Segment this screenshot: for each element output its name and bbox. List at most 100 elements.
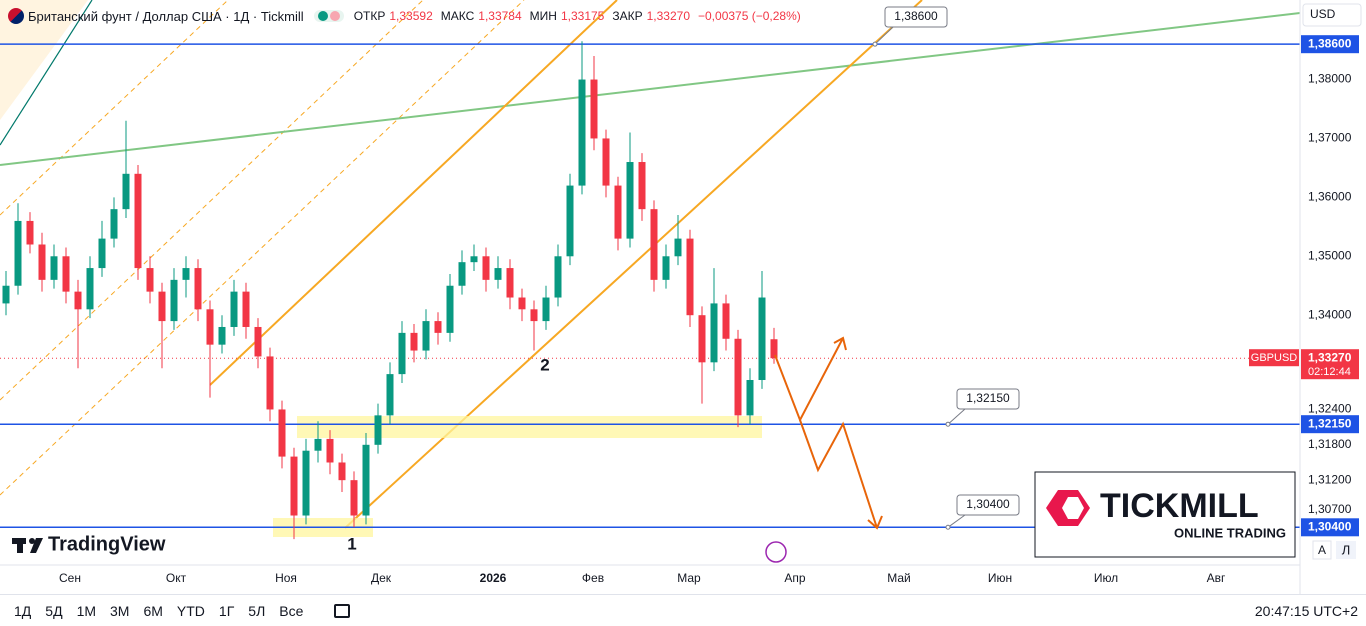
range-button[interactable]: 6М: [143, 603, 163, 619]
candle-body: [206, 309, 214, 345]
level-axis-tag: [1301, 35, 1359, 54]
y-tick-label: 1,31200: [1308, 472, 1352, 486]
range-button[interactable]: 3М: [110, 603, 130, 619]
arrow-head: [867, 515, 883, 530]
anchor-point: [945, 524, 951, 530]
ohlc-value: 1,33784: [478, 9, 522, 23]
candle-body: [350, 480, 358, 516]
candle-body: [86, 268, 94, 310]
candle-body: [758, 297, 766, 381]
currency-label[interactable]: USD: [1310, 7, 1336, 21]
anchor-point: [872, 41, 878, 47]
y-tick-label: 1,32400: [1308, 402, 1352, 416]
symbol-tag-label: GBPUSD: [1251, 352, 1298, 364]
trend-line: [0, 12, 1301, 166]
channel-line: [209, 0, 618, 386]
tradingview-mark: [17, 538, 23, 553]
range-button[interactable]: 5Д: [45, 603, 63, 619]
callout-label: 1,38600: [894, 9, 938, 23]
callout-box: [956, 494, 1020, 516]
candle-body: [254, 326, 262, 357]
candle-body: [638, 162, 646, 210]
tradingview-mark: [29, 538, 35, 544]
candle-body: [722, 303, 730, 339]
candle-body: [410, 332, 418, 351]
ohlc-value: 1,33592: [389, 9, 433, 23]
channel-line: [0, 0, 424, 401]
candles: [2, 41, 778, 540]
event-icon[interactable]: [765, 541, 787, 563]
candle-body: [746, 380, 754, 416]
x-tick-label: Дек: [371, 571, 392, 585]
axis-button[interactable]: [1312, 540, 1332, 560]
candle-body: [482, 256, 490, 280]
range-button[interactable]: Все: [279, 603, 304, 619]
candle-body: [302, 450, 310, 516]
axis-button-label[interactable]: Л: [1342, 542, 1351, 557]
candle-body: [158, 291, 166, 322]
candle-body: [554, 256, 562, 298]
clock[interactable]: 20:47:15 UTC+2: [1254, 603, 1358, 619]
candle-body: [698, 315, 706, 363]
axis-button-label[interactable]: A: [1318, 543, 1326, 557]
level-axis-label: 1,38600: [1308, 36, 1352, 50]
candle-body: [446, 285, 454, 333]
level-axis-tag: [1301, 518, 1359, 537]
price-tag: [1301, 349, 1359, 380]
countdown: 02:12:44: [1308, 366, 1351, 378]
candle-body: [518, 297, 526, 310]
candle-body: [770, 339, 778, 359]
candle-body: [38, 244, 46, 280]
candle-body: [110, 209, 118, 239]
candle-body: [218, 326, 226, 345]
range-button[interactable]: 5Л: [248, 603, 266, 619]
candle-body: [14, 220, 22, 286]
candle-body: [2, 285, 10, 304]
drawings: [0, 0, 1301, 537]
currency-button[interactable]: [1302, 3, 1362, 27]
candle-body: [62, 256, 70, 292]
x-tick-label: Июн: [988, 571, 1012, 585]
status-pill[interactable]: [313, 10, 344, 22]
y-tick-label: 1,37000: [1308, 131, 1352, 145]
range-button[interactable]: 1М: [76, 603, 97, 619]
x-tick-label: 2026: [480, 571, 507, 585]
level-axis-label: 1,30400: [1308, 519, 1352, 533]
y-tick-label: 1,38000: [1308, 72, 1352, 86]
candle-body: [662, 256, 670, 280]
candle-body: [734, 338, 742, 416]
callout-box: [884, 6, 948, 28]
candle-body: [362, 444, 370, 516]
callout-label: 1,30400: [966, 497, 1010, 511]
range-button[interactable]: 1Г: [218, 603, 235, 619]
candle-body: [50, 256, 58, 280]
candle-body: [170, 279, 178, 322]
candle-body: [278, 409, 286, 457]
candle-body: [230, 291, 238, 327]
ohlc-key: МАКС: [440, 9, 475, 23]
candle-body: [494, 268, 502, 280]
ohlc-key: ОТКР: [353, 9, 386, 23]
axis-button[interactable]: [1336, 541, 1356, 559]
symbol-icon: [8, 8, 24, 24]
y-tick-label: 1,31800: [1308, 437, 1352, 451]
candle-body: [134, 173, 142, 269]
candle-body: [602, 138, 610, 186]
candle-body: [506, 268, 514, 298]
trend-line: [0, 0, 93, 146]
range-button[interactable]: 1Д: [14, 603, 32, 619]
y-tick-label: 1,30700: [1308, 502, 1352, 516]
y-tick-label: 1,36000: [1308, 190, 1352, 204]
candle-body: [26, 220, 34, 245]
x-tick-label: Мар: [677, 571, 701, 585]
date-range-button[interactable]: [334, 604, 351, 618]
candle-body: [542, 297, 550, 322]
wave-label: 1: [347, 534, 356, 553]
candle-body: [74, 291, 82, 310]
candle-body: [458, 262, 466, 286]
x-tick-label: Ноя: [275, 571, 297, 585]
tickmill-tagline: ONLINE TRADING: [1174, 525, 1286, 540]
level-axis-tag: [1301, 415, 1359, 434]
forecast-arrow: [799, 419, 878, 529]
range-button[interactable]: YTD: [176, 603, 205, 619]
